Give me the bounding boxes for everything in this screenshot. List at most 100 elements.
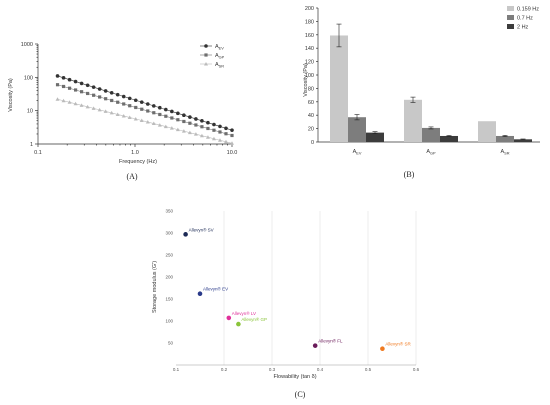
- chart-b-y-tick-label: 60: [308, 100, 314, 106]
- chart-b-y-tick-label: 120: [305, 60, 314, 66]
- chart-b-bar: [404, 99, 422, 142]
- chart-a-x-tick-label: 10.0: [227, 150, 238, 156]
- chart-a-y-tick-label: 1: [30, 142, 33, 148]
- chart-c-point-label: Allevyn® FL: [318, 338, 343, 344]
- chart-b-y-tick-label: 160: [305, 33, 314, 39]
- chart-a-point-AEV: [200, 119, 204, 123]
- chart-a-point-ASR: [193, 132, 198, 136]
- chart-a-point-AEV: [85, 83, 90, 88]
- chart-b-y-tick-label: 140: [305, 46, 314, 52]
- chart-a-point-ASR: [127, 115, 132, 119]
- chart-a-point-AGP: [67, 86, 72, 90]
- chart-a-legend-label: ASR: [215, 62, 224, 69]
- chart-a-point-ASR: [109, 110, 114, 115]
- chart-a-point-ASR: [133, 116, 138, 121]
- chart-b-bars: AEV AGP ASR: [330, 23, 532, 156]
- chart-a-point-AEV: [121, 94, 126, 99]
- chart-a-point-AEV: [218, 124, 222, 129]
- chart-a-point-AEV: [73, 79, 78, 84]
- chart-a-legend-label: AGP: [215, 53, 225, 60]
- chart-a-point-AEV: [164, 107, 168, 112]
- chart-a-point-AGP: [55, 83, 60, 87]
- chart-c-y-tick-label: 100: [165, 319, 173, 324]
- chart-a-point-AGP: [218, 130, 222, 134]
- chart-a-point-AGP: [224, 132, 228, 136]
- chart-a-point-AEV: [194, 117, 198, 121]
- chart-a-x-tick-label: 1.0: [131, 150, 139, 156]
- chart-c-point: [197, 291, 203, 297]
- chart-a-point-AEV: [91, 85, 96, 89]
- chart-b-y-tick-label: 40: [308, 113, 314, 119]
- chart-c-point-label: Allevyn® GP: [241, 316, 267, 322]
- chart-a-point-AGP: [104, 97, 108, 101]
- chart-a-point-ASR: [67, 100, 72, 104]
- chart-b-y-tick-label: 80: [308, 86, 314, 92]
- chart-c-y-tick-label: 250: [165, 253, 173, 258]
- chart-a-point-ASR: [139, 118, 144, 123]
- chart-a-legend-marker: [204, 44, 208, 48]
- chart-c-x-tick-label: 0.1: [173, 367, 180, 372]
- chart-a-point-AGP: [170, 116, 174, 120]
- chart-a-point-AGP: [230, 133, 234, 138]
- chart-a-point-ASR: [145, 120, 150, 124]
- chart-a-point-AGP: [98, 95, 102, 99]
- chart-a-point-AEV: [67, 77, 72, 82]
- chart-c-point: [312, 343, 318, 348]
- chart-a-point-AGP: [182, 119, 186, 124]
- chart-a-point-AGP: [134, 105, 138, 110]
- chart-b-bar: [422, 127, 440, 142]
- chart-b-panel-label: (B): [404, 170, 415, 179]
- chart-a-point-AGP: [73, 88, 78, 92]
- chart-a-point-AGP: [176, 118, 180, 122]
- chart-b-bar: [440, 135, 458, 142]
- chart-b-ylabel: Viscosity (Pa): [303, 63, 309, 97]
- chart-c-x-tick-label: 0.4: [317, 367, 324, 372]
- chart-b-legend-label: 0.7 Hz: [517, 16, 533, 22]
- chart-b-category-label: AGP: [426, 149, 436, 156]
- chart-b-y-tick-label: 20: [308, 127, 314, 133]
- chart-a-point-AEV: [97, 87, 102, 91]
- chart-b-y-tick-label: 180: [305, 19, 314, 25]
- chart-b-bar: [496, 135, 514, 142]
- chart-a-point-AGP: [122, 102, 126, 106]
- chart-a-point-ASR: [230, 141, 234, 145]
- chart-c-y-tick-label: 200: [165, 275, 173, 280]
- chart-c-y-tick-label: 350: [165, 209, 173, 214]
- chart-a-legend: AEV AGP ASR: [200, 44, 225, 69]
- chart-a-point-AEV: [170, 109, 174, 114]
- chart-c-x-tick-label: 0.5: [365, 367, 372, 372]
- chart-a-point-AEV: [133, 98, 138, 103]
- chart-a-point-AEV: [55, 74, 60, 78]
- chart-a-point-ASR: [97, 107, 102, 112]
- chart-a-point-AGP: [79, 90, 84, 94]
- chart-a-point-ASR: [55, 97, 60, 101]
- chart-a-series-line-AGP: [57, 84, 233, 136]
- chart-b-bar: [514, 139, 532, 142]
- chart-b-bar: [478, 121, 496, 142]
- chart-a-point-AGP: [164, 114, 168, 118]
- chart-a-point-AEV: [212, 122, 216, 127]
- chart-c-y-tick-label: 150: [165, 297, 173, 302]
- chart-a-point-AEV: [188, 115, 192, 119]
- chart-c: 0.1 0.2 0.3 0.4 0.5 0.6 50 100 150 200 250 300 350 A…: [152, 209, 420, 400]
- chart-b-category-label: AEV: [353, 149, 362, 156]
- chart-a-legend-label: AEV: [215, 44, 224, 51]
- chart-a-ylabel: Viscosity (Pa): [8, 78, 14, 112]
- chart-a-point-ASR: [61, 98, 66, 103]
- chart-b-legend-swatch: [507, 24, 514, 29]
- chart-a-point-AGP: [212, 128, 216, 132]
- chart-a-point-AEV: [158, 105, 162, 110]
- chart-a-point-AEV: [206, 120, 210, 125]
- chart-b-bar: [366, 132, 384, 142]
- chart-b-legend-label: 2 Hz: [517, 25, 529, 31]
- chart-a-point-AGP: [188, 121, 192, 125]
- chart-c-point: [226, 315, 232, 321]
- chart-a-point-ASR: [175, 127, 180, 132]
- chart-a-point-ASR: [187, 130, 192, 135]
- chart-a-point-ASR: [157, 123, 162, 127]
- chart-a-point-AGP: [86, 91, 90, 96]
- chart-a-point-ASR: [91, 106, 96, 110]
- chart-a-panel-label: (A): [126, 172, 137, 181]
- chart-b-y-tick-label: 200: [305, 6, 314, 12]
- chart-a-point-AGP: [152, 111, 156, 115]
